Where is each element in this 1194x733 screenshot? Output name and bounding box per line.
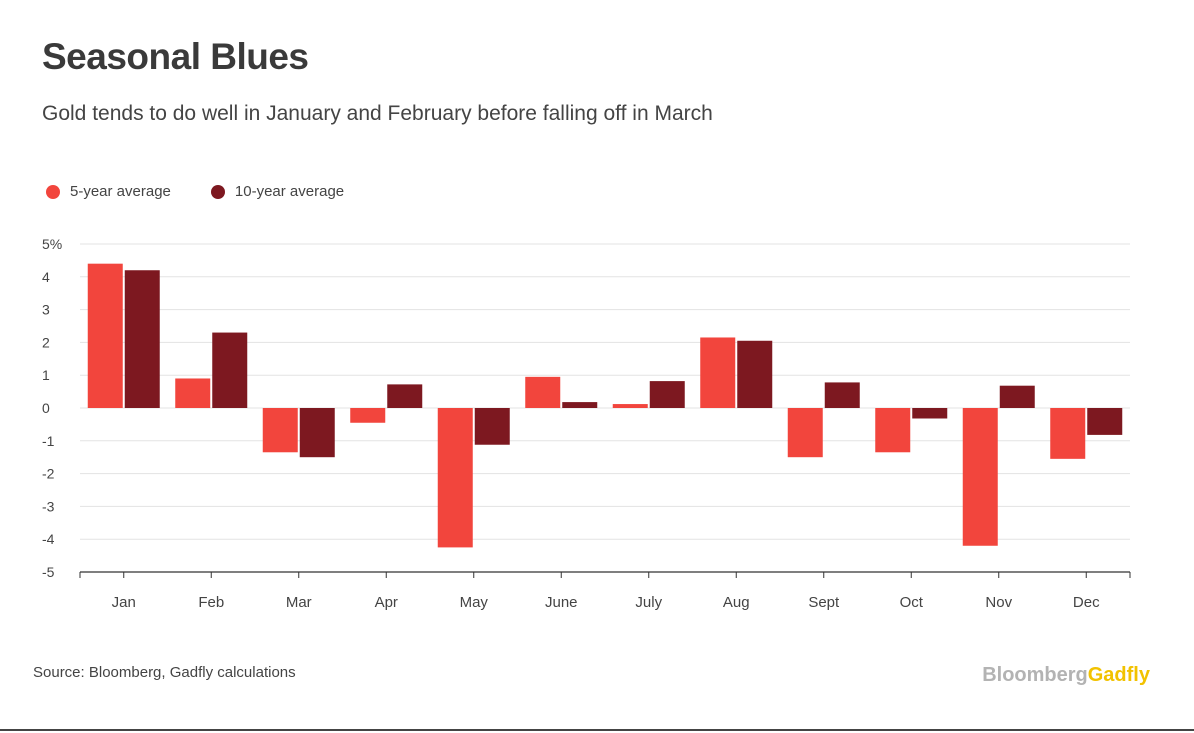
y-tick-label: -3 <box>42 498 55 514</box>
y-tick-label: -2 <box>42 466 55 482</box>
brand-bloomberg: Bloomberg <box>982 664 1088 686</box>
x-tick-label: Dec <box>1073 594 1100 611</box>
y-tick-label: 5% <box>42 236 62 252</box>
y-tick-label: 3 <box>42 302 50 318</box>
brand-logo: BloombergGadfly <box>982 664 1150 687</box>
y-tick-label: 2 <box>42 334 50 350</box>
bar-5yr-dec <box>1050 408 1086 459</box>
y-tick-label: -4 <box>42 531 55 547</box>
bar-10yr-jan <box>124 270 160 408</box>
x-tick-label: Nov <box>985 594 1012 611</box>
x-tick-label: Aug <box>723 594 750 611</box>
brand-gadfly: Gadfly <box>1087 664 1150 686</box>
bar-10yr-apr <box>387 384 423 408</box>
legend-label-10yr: 10-year average <box>234 183 345 200</box>
bar-5yr-aug <box>700 337 736 408</box>
bar-5yr-june <box>525 376 561 408</box>
bar-10yr-june <box>562 402 598 408</box>
chart-subtitle: Gold tends to do well in January and Feb… <box>42 102 713 125</box>
x-tick-label: June <box>545 594 578 611</box>
x-tick-label: Jan <box>112 594 136 611</box>
bottom-rule <box>0 729 1194 731</box>
bar-10yr-sept <box>824 382 860 408</box>
legend-item-10yr: 10-year average <box>210 183 345 200</box>
bar-10yr-may <box>474 408 510 445</box>
bar-5yr-sept <box>787 408 823 458</box>
bar-10yr-july <box>649 381 685 408</box>
legend: 5-year average 10-year average <box>46 183 384 200</box>
bar-5yr-mar <box>262 408 298 453</box>
legend-swatch-5yr <box>46 184 60 199</box>
x-tick-label: Oct <box>900 594 924 611</box>
bar-5yr-apr <box>350 408 386 423</box>
bar-5yr-july <box>612 404 648 408</box>
y-tick-label: -1 <box>42 433 55 449</box>
bar-10yr-oct <box>912 408 948 419</box>
x-tick-label: May <box>460 594 489 611</box>
bar-10yr-aug <box>737 340 773 408</box>
source-note: Source: Bloomberg, Gadfly calculations <box>33 664 296 681</box>
bar-5yr-may <box>437 408 473 548</box>
bar-10yr-mar <box>299 408 335 458</box>
legend-label-5yr: 5-year average <box>70 183 171 200</box>
x-tick-label: Apr <box>375 594 398 611</box>
bar-10yr-nov <box>999 385 1035 408</box>
legend-item-5yr: 5-year average <box>46 183 171 200</box>
x-tick-label: Mar <box>286 594 312 611</box>
bar-5yr-jan <box>87 263 123 408</box>
x-tick-label: Feb <box>198 594 224 611</box>
bar-5yr-feb <box>175 378 211 408</box>
x-tick-label: Sept <box>808 594 840 611</box>
bar-10yr-dec <box>1087 408 1123 435</box>
y-tick-label: -5 <box>42 564 55 580</box>
x-tick-label: July <box>635 594 662 611</box>
y-tick-label: 1 <box>42 367 50 383</box>
y-tick-label: 4 <box>42 269 50 285</box>
bar-10yr-feb <box>212 332 248 408</box>
bar-5yr-oct <box>875 408 911 453</box>
bar-5yr-nov <box>962 408 998 546</box>
legend-swatch-10yr <box>210 184 225 199</box>
chart-title: Seasonal Blues <box>42 36 309 77</box>
y-tick-label: 0 <box>42 400 50 416</box>
